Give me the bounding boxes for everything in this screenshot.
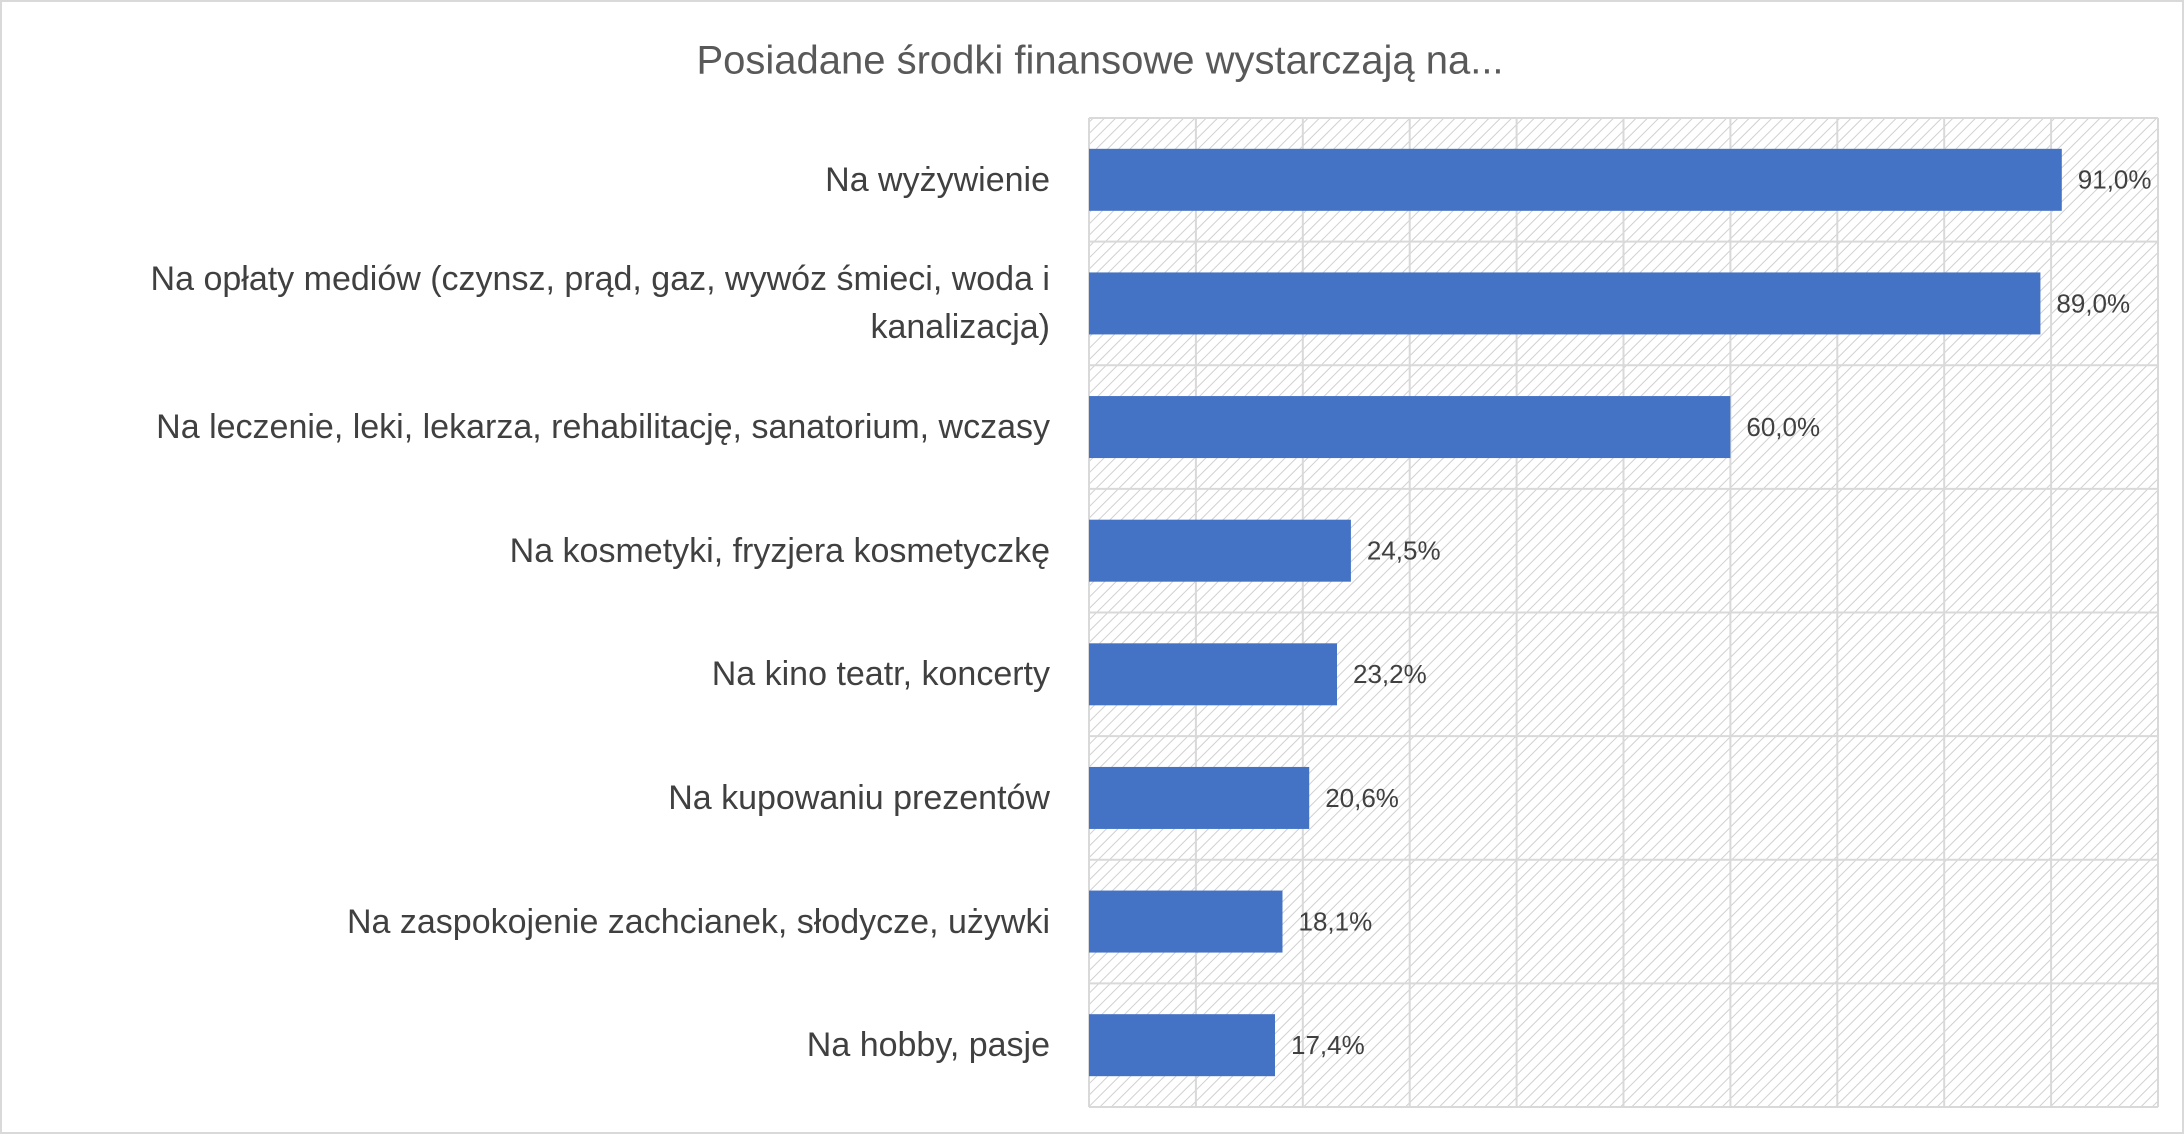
bar	[1089, 890, 1283, 953]
bar	[1089, 1014, 1276, 1077]
y-tick-label: Na hobby, pasje	[806, 1026, 1050, 1065]
data-label: 24,5%	[1367, 536, 1441, 566]
data-label: 17,4%	[1291, 1030, 1365, 1060]
y-tick-label: Na zaspokojenie zachcianek, słodycze, uż…	[346, 902, 1050, 941]
data-label: 20,6%	[1325, 783, 1399, 813]
y-tick-label: Na opłaty mediów (czynsz, prąd, gaz, wyw…	[150, 260, 1050, 347]
bar	[1089, 396, 1731, 459]
y-tick-label: Na leczenie, leki, lekarza, rehabilitacj…	[156, 408, 1050, 447]
y-tick-label: Na kosmetyki, fryzjera kosmetyczkę	[509, 531, 1050, 570]
y-tick-label: Na kino teatr, koncerty	[711, 655, 1050, 694]
bar	[1089, 643, 1338, 706]
bar	[1089, 148, 2062, 211]
bar	[1089, 519, 1351, 582]
data-label: 89,0%	[2056, 288, 2130, 318]
y-tick-label: Na kupowaniu prezentów	[668, 778, 1050, 817]
y-tick-label: Na wyżywienie	[825, 160, 1050, 199]
bar	[1089, 766, 1310, 829]
data-label: 60,0%	[1746, 412, 1820, 442]
data-label: 23,2%	[1353, 659, 1427, 689]
bar	[1089, 272, 2041, 335]
data-label: 18,1%	[1298, 906, 1372, 936]
data-label: 91,0%	[2078, 165, 2152, 195]
chart-title: Posiadane środki finansowe wystarczają n…	[696, 39, 1503, 83]
